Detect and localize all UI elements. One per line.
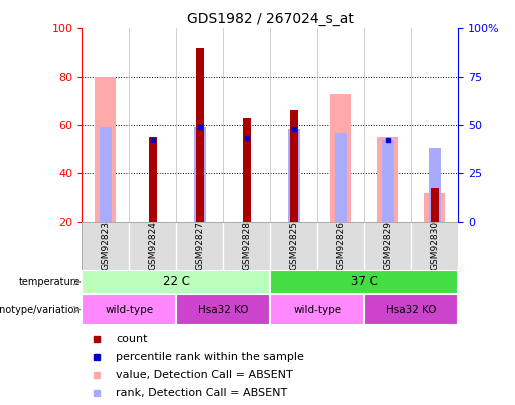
Bar: [335, 133, 347, 222]
Text: wild-type: wild-type: [106, 305, 153, 315]
Bar: [288, 129, 300, 222]
Title: GDS1982 / 267024_s_at: GDS1982 / 267024_s_at: [187, 12, 354, 26]
Bar: [95, 77, 116, 222]
Bar: [149, 137, 157, 222]
Bar: [365, 294, 458, 325]
Text: Hsa32 KO: Hsa32 KO: [198, 305, 249, 315]
Bar: [100, 127, 112, 222]
Text: 37 C: 37 C: [351, 275, 378, 288]
Text: GSM92826: GSM92826: [336, 221, 346, 270]
Bar: [82, 270, 270, 294]
Bar: [431, 188, 439, 222]
Text: GSM92827: GSM92827: [195, 221, 204, 270]
Bar: [429, 148, 441, 222]
Bar: [196, 48, 204, 222]
Text: count: count: [116, 334, 148, 344]
Text: GSM92824: GSM92824: [148, 221, 158, 270]
Text: GSM92828: GSM92828: [243, 221, 251, 270]
Bar: [330, 94, 351, 222]
Bar: [270, 270, 458, 294]
Text: Hsa32 KO: Hsa32 KO: [386, 305, 437, 315]
Text: percentile rank within the sample: percentile rank within the sample: [116, 352, 304, 362]
Bar: [270, 294, 365, 325]
Bar: [424, 192, 445, 222]
Text: GSM92829: GSM92829: [383, 221, 392, 270]
Bar: [194, 127, 206, 222]
Text: 22 C: 22 C: [163, 275, 190, 288]
Text: temperature: temperature: [19, 277, 80, 287]
Bar: [289, 111, 298, 222]
Bar: [382, 141, 394, 222]
Text: GSM92830: GSM92830: [431, 221, 439, 270]
Text: rank, Detection Call = ABSENT: rank, Detection Call = ABSENT: [116, 388, 287, 399]
Text: GSM92825: GSM92825: [289, 221, 298, 270]
Text: genotype/variation: genotype/variation: [0, 305, 80, 315]
Text: wild-type: wild-type: [294, 305, 341, 315]
Bar: [243, 118, 251, 222]
Text: GSM92823: GSM92823: [101, 221, 110, 270]
Bar: [176, 294, 270, 325]
Bar: [82, 294, 176, 325]
Text: value, Detection Call = ABSENT: value, Detection Call = ABSENT: [116, 370, 293, 380]
Bar: [377, 137, 399, 222]
